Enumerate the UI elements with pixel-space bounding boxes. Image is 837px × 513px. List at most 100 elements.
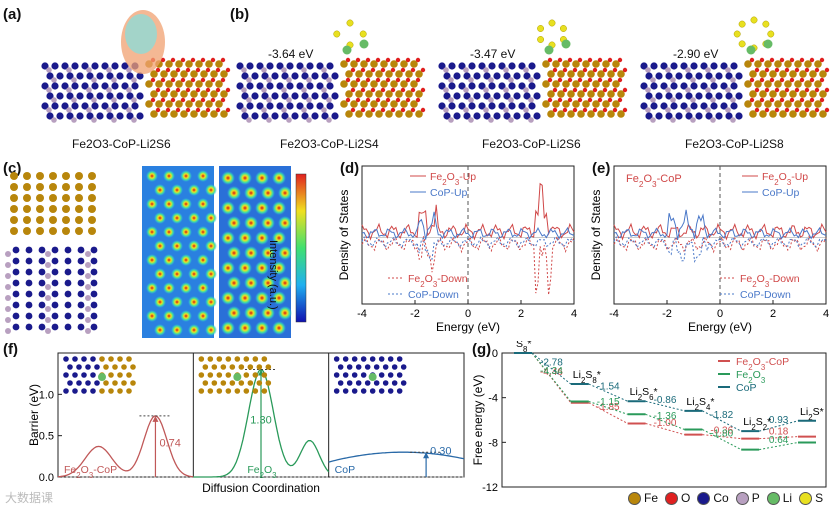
inset-atom	[382, 364, 389, 370]
co-atom	[700, 62, 708, 70]
co-atom	[91, 82, 99, 90]
fe-atom	[62, 194, 70, 202]
co-atom	[705, 72, 713, 80]
charge-spot	[244, 216, 258, 230]
fe-atom	[602, 100, 610, 108]
p-atom	[85, 295, 91, 301]
o-atom	[210, 97, 216, 103]
p-atom	[463, 87, 469, 93]
o-atom	[150, 77, 156, 83]
inset-atom	[333, 356, 340, 362]
p-atom	[730, 97, 736, 103]
connector	[702, 429, 742, 451]
p-atom	[5, 295, 11, 301]
p-atom	[246, 77, 252, 83]
s-atom	[762, 20, 770, 28]
co-atom	[90, 268, 98, 276]
co-atom	[685, 92, 693, 100]
co-atom	[645, 92, 653, 100]
co-atom	[51, 257, 59, 265]
p-atom	[710, 77, 716, 83]
fe-atom	[200, 70, 208, 78]
charge-spot	[146, 170, 158, 182]
co-atom	[675, 92, 683, 100]
fe-atom	[340, 100, 348, 108]
inset-li-atom	[98, 373, 106, 381]
co-atom	[56, 92, 64, 100]
fe-atom	[190, 70, 198, 78]
co-atom	[463, 72, 471, 80]
co-atom	[46, 92, 54, 100]
o-atom	[587, 97, 593, 103]
fe-atom	[62, 216, 70, 224]
p-atom	[66, 107, 72, 113]
o-atom	[597, 97, 603, 103]
o-atom	[215, 107, 221, 113]
inset-atom	[121, 380, 127, 386]
fe-atom	[10, 183, 18, 191]
co-atom	[291, 112, 299, 120]
o-atom	[415, 97, 421, 103]
plot-area: -4 -2 0 2 4 Energy (eV) Density of States Fe2O3…	[338, 165, 577, 334]
adsorption-energy-li2s6: -3.47 eV	[470, 47, 516, 61]
y-tick-label: 1.0	[39, 389, 54, 401]
legend-atom-s: S	[799, 491, 823, 505]
fe-atom	[36, 216, 44, 224]
co-atom	[66, 92, 74, 100]
structure-caption-li2s4: Fe2O3-CoP-Li2S4	[280, 137, 379, 151]
fe-atom	[582, 60, 590, 68]
co-atom	[281, 92, 289, 100]
o-atom	[185, 87, 191, 93]
o-atom	[754, 67, 760, 73]
co-atom	[735, 112, 743, 120]
x-tick-label: 0	[717, 308, 723, 320]
o-atom	[552, 87, 558, 93]
o-atom	[190, 77, 196, 83]
fe-atom	[75, 172, 83, 180]
p-atom	[321, 87, 327, 93]
charge-spot	[278, 276, 292, 290]
p-atom	[730, 117, 736, 123]
o-atom	[582, 107, 588, 113]
p-atom	[111, 117, 117, 123]
p-atom	[488, 77, 494, 83]
o-atom	[195, 87, 201, 93]
co-atom	[25, 268, 33, 276]
co-atom	[331, 112, 339, 120]
inset-atom	[234, 356, 241, 362]
p-atom	[106, 87, 112, 93]
co-atom	[675, 72, 683, 80]
legend-label: CoP-Up	[762, 187, 800, 199]
fe-atom	[62, 183, 70, 191]
fe-atom	[400, 60, 408, 68]
fe-atom	[75, 194, 83, 202]
co-atom	[730, 102, 738, 110]
inset-atom	[207, 372, 214, 378]
o-atom	[814, 87, 820, 93]
fe-atom	[542, 100, 550, 108]
connector	[702, 410, 742, 432]
charge-spot	[205, 240, 217, 252]
s-atom	[537, 36, 545, 43]
inset-atom	[216, 372, 223, 378]
co-atom	[51, 312, 59, 320]
inset-atom	[256, 364, 263, 370]
charge-spot	[171, 212, 183, 224]
fe-atom	[415, 90, 423, 98]
co-atom	[236, 82, 244, 90]
o-atom	[400, 107, 406, 113]
co-atom	[705, 112, 713, 120]
fe-atom	[390, 80, 398, 88]
co-atom	[91, 62, 99, 70]
co-atom	[96, 72, 104, 80]
fe-atom	[75, 183, 83, 191]
legend-label: Fe2O3-CoP	[736, 356, 789, 372]
o-atom	[602, 107, 608, 113]
o-atom	[390, 107, 396, 113]
structure-models	[41, 10, 830, 123]
p-atom	[281, 107, 287, 113]
inset-atom	[211, 380, 218, 386]
fe-atom	[49, 172, 57, 180]
intermediate-label: Li2S8*	[573, 369, 601, 385]
charge-spot	[221, 231, 235, 245]
